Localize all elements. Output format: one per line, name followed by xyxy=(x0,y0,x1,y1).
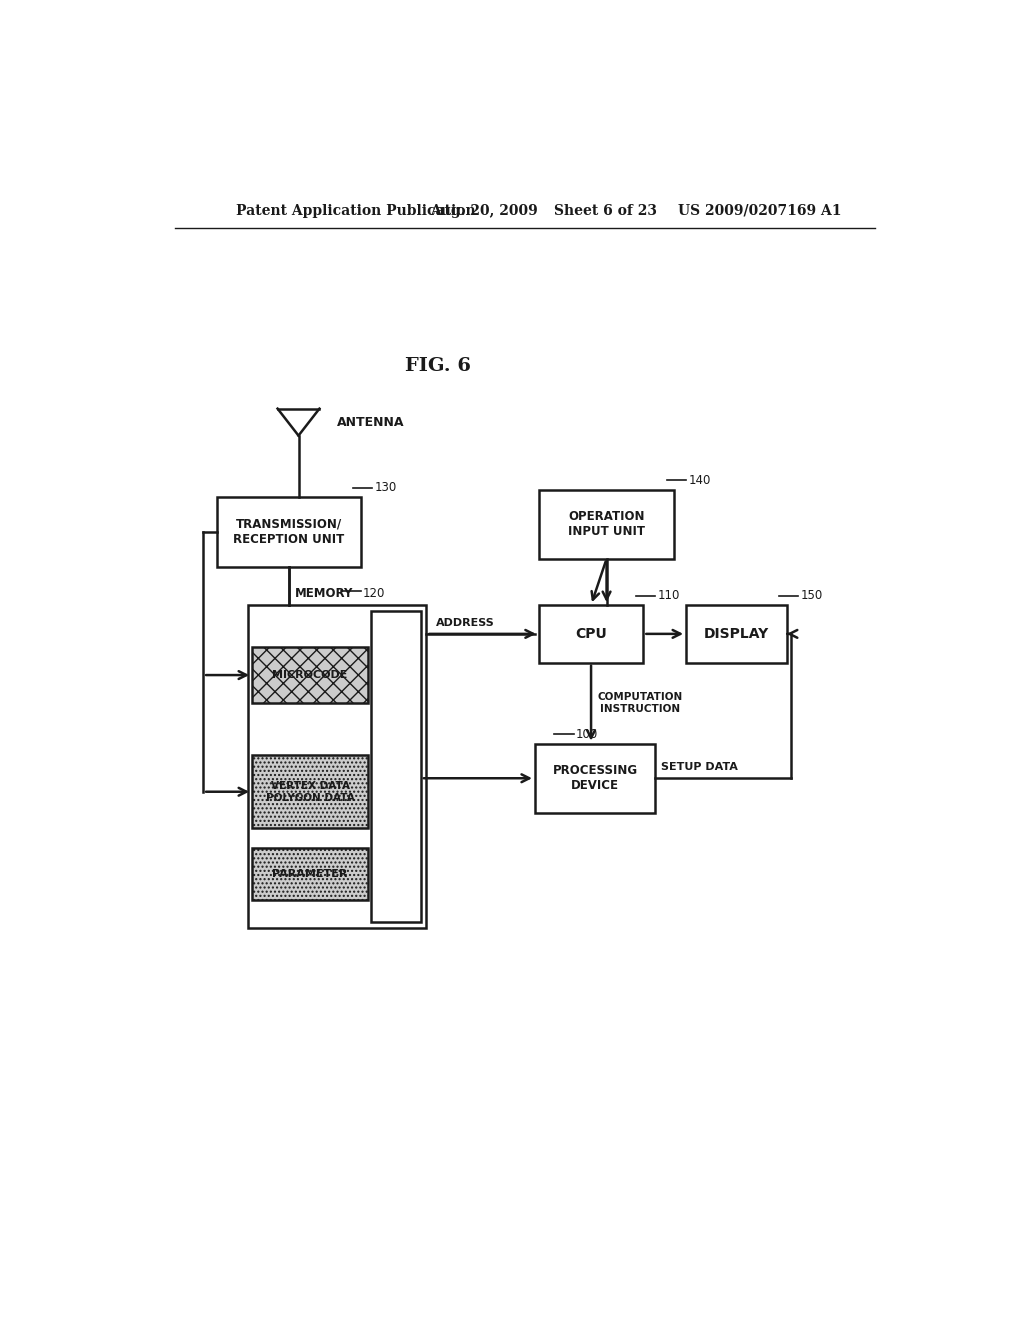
Text: US 2009/0207169 A1: US 2009/0207169 A1 xyxy=(678,203,842,218)
Text: Patent Application Publication: Patent Application Publication xyxy=(237,203,476,218)
Text: MICROCODE: MICROCODE xyxy=(272,671,348,680)
Text: TRANSMISSION/
RECEPTION UNIT: TRANSMISSION/ RECEPTION UNIT xyxy=(233,517,344,546)
Text: COMPUTATION
INSTRUCTION: COMPUTATION INSTRUCTION xyxy=(597,693,683,714)
Bar xyxy=(252,647,369,702)
Text: PROCESSING
DEVICE: PROCESSING DEVICE xyxy=(552,764,638,792)
Text: Aug. 20, 2009: Aug. 20, 2009 xyxy=(430,203,538,218)
Text: SETUP DATA: SETUP DATA xyxy=(662,763,738,772)
Bar xyxy=(686,605,786,663)
Text: 100: 100 xyxy=(575,727,598,741)
Text: -: - xyxy=(297,521,301,535)
Bar xyxy=(217,498,360,566)
Bar xyxy=(248,605,426,928)
Bar xyxy=(539,605,643,663)
Text: PARAMETER: PARAMETER xyxy=(272,869,348,879)
Text: MEMORY: MEMORY xyxy=(295,587,353,601)
Text: CPU: CPU xyxy=(575,627,607,642)
Text: DISPLAY: DISPLAY xyxy=(703,627,769,642)
Text: ANTENNA: ANTENNA xyxy=(337,416,404,429)
Bar xyxy=(252,755,369,829)
Text: 120: 120 xyxy=(362,587,385,601)
Text: VERTEX DATA
POLYGON DATA: VERTEX DATA POLYGON DATA xyxy=(266,781,354,803)
Text: OPERATION
INPUT UNIT: OPERATION INPUT UNIT xyxy=(568,510,645,539)
Bar xyxy=(535,743,655,813)
Text: ADDRESS: ADDRESS xyxy=(435,618,495,628)
Bar xyxy=(371,611,421,923)
Text: 140: 140 xyxy=(688,474,711,487)
Text: 150: 150 xyxy=(801,589,823,602)
Text: 130: 130 xyxy=(375,482,396,495)
Text: Sheet 6 of 23: Sheet 6 of 23 xyxy=(554,203,657,218)
Bar xyxy=(252,847,369,900)
Text: FIG. 6: FIG. 6 xyxy=(406,358,471,375)
Text: 110: 110 xyxy=(657,589,680,602)
Bar xyxy=(539,490,675,558)
